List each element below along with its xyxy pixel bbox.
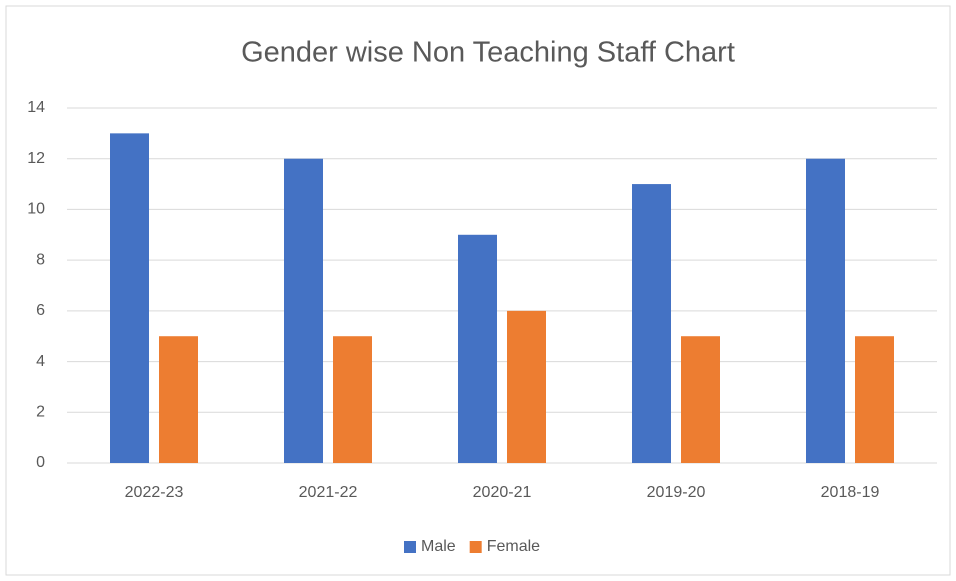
chart-title: Gender wise Non Teaching Staff Chart bbox=[241, 37, 735, 69]
legend-label: Male bbox=[421, 538, 456, 555]
bar bbox=[806, 158, 845, 463]
bar bbox=[681, 336, 720, 463]
x-tick-label: 2021-22 bbox=[299, 484, 358, 501]
y-tick-label: 10 bbox=[27, 201, 45, 218]
bar bbox=[110, 133, 149, 463]
bar bbox=[284, 158, 323, 463]
bar bbox=[159, 336, 198, 463]
bar bbox=[333, 336, 372, 463]
legend-label: Female bbox=[487, 538, 540, 555]
x-tick-label: 2018-19 bbox=[821, 484, 880, 501]
y-tick-label: 0 bbox=[36, 454, 45, 471]
x-tick-label: 2019-20 bbox=[647, 484, 706, 501]
y-tick-label: 2 bbox=[36, 404, 45, 421]
legend-swatch bbox=[404, 541, 416, 553]
bar bbox=[458, 234, 497, 463]
y-tick-label: 4 bbox=[36, 353, 45, 370]
y-tick-label: 8 bbox=[36, 251, 45, 268]
y-tick-label: 12 bbox=[27, 150, 45, 167]
y-tick-label: 6 bbox=[36, 302, 45, 319]
legend-swatch bbox=[469, 541, 482, 553]
bar bbox=[507, 310, 546, 463]
bar bbox=[855, 336, 894, 463]
x-tick-label: 2020-21 bbox=[473, 484, 532, 501]
bar bbox=[632, 184, 671, 464]
x-tick-label: 2022-23 bbox=[125, 484, 184, 501]
y-tick-label: 14 bbox=[27, 99, 45, 116]
